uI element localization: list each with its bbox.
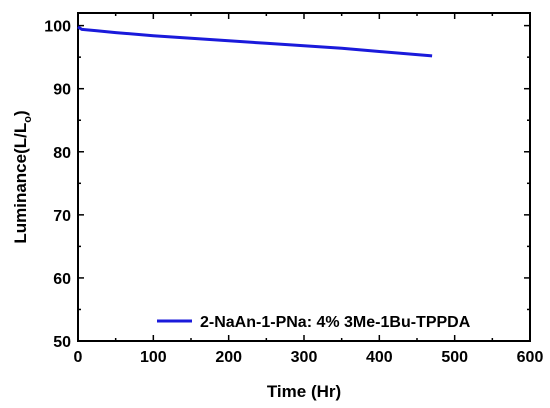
y-tick-label: 80 — [53, 145, 71, 162]
y-axis-title-subscript: o — [22, 116, 34, 123]
y-tick-label: 70 — [53, 208, 71, 225]
tick-labels: 0 100 200 300 400 500 600 50 60 70 80 90 100 — [44, 19, 543, 366]
x-tick-label: 200 — [215, 349, 242, 366]
legend-label: 2-NaAn-1-PNa: 4% 3Me-1Bu-TPPDA — [200, 314, 471, 331]
x-tick-label: 300 — [291, 349, 318, 366]
x-tick-label: 0 — [74, 349, 83, 366]
x-tick-label: 600 — [517, 349, 544, 366]
plot-border — [77, 12, 531, 342]
x-tick-label: 500 — [441, 349, 468, 366]
x-axis-title: Time (Hr) — [267, 382, 341, 401]
legend: 2-NaAn-1-PNa: 4% 3Me-1Bu-TPPDA — [157, 314, 471, 331]
plot-frame — [77, 12, 531, 342]
y-tick-label: 90 — [53, 82, 71, 99]
series-line — [77, 25, 433, 58]
y-axis-title-tail: ) — [11, 110, 30, 116]
y-axis-title-main: Luminance(L/L — [11, 123, 30, 244]
x-tick-label: 400 — [366, 349, 393, 366]
x-tick-label: 100 — [140, 349, 167, 366]
y-tick-label: 50 — [53, 334, 71, 351]
y-tick-label: 60 — [53, 271, 71, 288]
y-tick-label: 100 — [44, 19, 71, 36]
y-axis-title: Luminance(L/Lo) — [11, 110, 34, 243]
axis-ticks — [77, 13, 531, 342]
series-group — [77, 25, 433, 58]
